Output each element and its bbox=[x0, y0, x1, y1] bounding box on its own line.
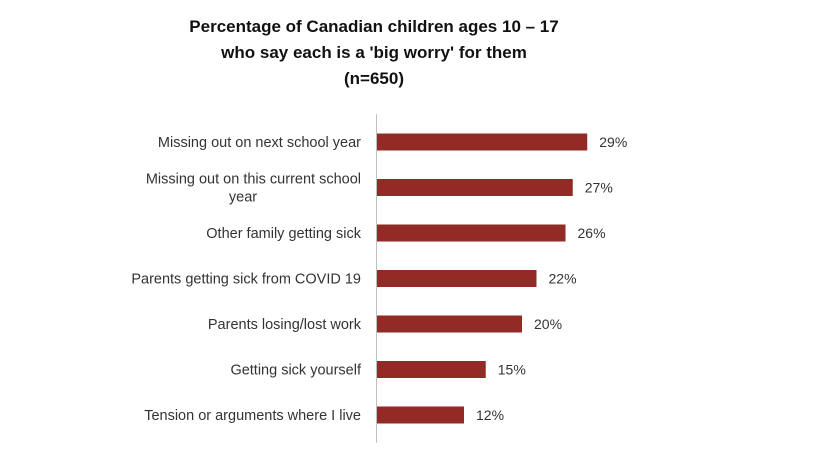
category-label-6: Getting sick yourself bbox=[230, 363, 362, 379]
bar-4 bbox=[377, 270, 537, 287]
bar-7 bbox=[377, 406, 464, 424]
category-label-4: Parents getting sick from COVID 19 bbox=[131, 272, 361, 288]
category-label-5: Parents losing/lost work bbox=[208, 317, 362, 333]
value-label-4: 22% bbox=[549, 271, 577, 287]
value-label-1: 29% bbox=[599, 134, 627, 150]
chart-title: Percentage of Canadian children ages 10 … bbox=[0, 14, 748, 92]
bars-group: 29% Missing out on next school year 27% Mis… bbox=[131, 133, 627, 424]
value-label-5: 20% bbox=[534, 316, 562, 332]
bar-1 bbox=[377, 133, 588, 151]
value-label-3: 26% bbox=[578, 225, 606, 241]
category-label-2: Missing out on this current school year bbox=[146, 172, 361, 206]
chart-title-line-2: who say each is a 'big worry' for them bbox=[221, 43, 527, 62]
chart-title-line-3: (n=650) bbox=[344, 69, 404, 88]
category-label-1: Missing out on next school year bbox=[158, 135, 361, 151]
chart-title-line-1: Percentage of Canadian children ages 10 … bbox=[189, 17, 559, 36]
value-label-7: 12% bbox=[476, 407, 504, 423]
bar-3 bbox=[377, 224, 566, 242]
bar-6 bbox=[377, 361, 486, 378]
value-label-6: 15% bbox=[498, 362, 526, 378]
bar-5 bbox=[377, 315, 522, 333]
category-label-3: Other family getting sick bbox=[206, 226, 361, 242]
bar-2 bbox=[377, 179, 573, 196]
category-label-7: Tension or arguments where I live bbox=[144, 408, 361, 424]
value-label-2: 27% bbox=[585, 180, 613, 196]
